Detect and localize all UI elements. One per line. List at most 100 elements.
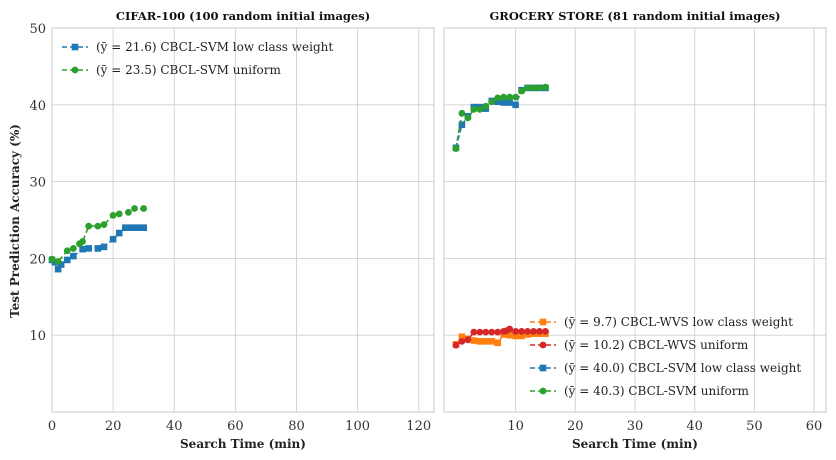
- data-point: [94, 222, 102, 230]
- plot-frame: [443, 27, 827, 413]
- data-point: [536, 84, 543, 92]
- data-point: [54, 265, 62, 273]
- data-point: [109, 211, 117, 219]
- legend-label: (ȳ = 10.2) CBCL-WVS uniform: [564, 338, 749, 352]
- x-tick-label: 80: [288, 419, 305, 434]
- data-point: [464, 336, 472, 344]
- data-point: [140, 205, 148, 212]
- data-point: [458, 333, 466, 341]
- data-point: [482, 102, 490, 110]
- panel-title: CIFAR-100 (100 random initial images): [116, 9, 370, 23]
- x-tick-label: 30: [627, 419, 644, 434]
- data-point: [512, 93, 520, 101]
- series-4: [452, 83, 549, 152]
- data-point: [79, 238, 86, 245]
- data-point: [488, 338, 496, 345]
- data-point: [100, 243, 108, 251]
- y-tick-label: 30: [29, 176, 46, 191]
- legend-label: (ȳ = 9.7) CBCL-WVS low class weight: [564, 315, 793, 329]
- legend-marker: [539, 364, 547, 372]
- y-tick-label: 10: [29, 329, 46, 344]
- x-tick-label: 10: [507, 419, 524, 434]
- data-point: [470, 337, 478, 344]
- data-point: [488, 98, 496, 106]
- data-point: [63, 247, 71, 255]
- legend-label: (ȳ = 23.5) CBCL-SVM uniform: [96, 63, 281, 77]
- y-axis-label: Test Prediction Accuracy (%): [8, 124, 22, 318]
- data-point: [48, 255, 56, 263]
- x-tick-label: 60: [227, 419, 244, 434]
- data-point: [542, 327, 549, 335]
- data-point: [476, 338, 484, 345]
- data-point: [57, 261, 65, 268]
- data-point: [128, 224, 135, 231]
- data-point: [500, 93, 508, 101]
- panel-grocery-store: GROCERY STORE (81 random initial images)…: [443, 9, 827, 451]
- x-axis-label: Search Time (min): [180, 437, 306, 451]
- legend-label: (ȳ = 21.6) CBCL-SVM low class weight: [96, 40, 333, 54]
- data-point: [452, 145, 460, 152]
- data-point: [94, 245, 102, 252]
- data-point: [494, 339, 502, 347]
- x-tick-label: 0: [48, 419, 56, 434]
- data-point: [131, 205, 138, 212]
- data-point: [124, 208, 132, 216]
- y-tick-label: 50: [29, 22, 46, 37]
- data-point: [518, 332, 525, 340]
- data-point: [512, 101, 519, 109]
- data-point: [54, 258, 62, 265]
- data-point: [524, 84, 531, 92]
- data-point: [69, 245, 77, 252]
- legend: (ȳ = 21.6) CBCL-SVM low class weight (ȳ =…: [62, 40, 333, 77]
- x-tick-label: 60: [806, 419, 823, 434]
- data-point: [512, 327, 520, 335]
- data-point: [512, 332, 519, 340]
- y-tick-label: 20: [29, 252, 46, 267]
- data-point: [115, 210, 123, 218]
- data-point: [506, 331, 513, 339]
- legend-marker: [539, 318, 547, 326]
- data-point: [85, 222, 93, 230]
- data-point: [518, 87, 525, 95]
- data-point: [122, 224, 129, 231]
- data-point: [494, 94, 502, 102]
- data-point: [482, 328, 490, 336]
- legend-marker: [71, 66, 79, 74]
- data-point: [464, 114, 472, 122]
- data-point: [506, 325, 514, 333]
- plot-frame: [51, 27, 435, 413]
- data-point: [140, 224, 147, 231]
- data-point: [109, 235, 117, 243]
- data-point: [458, 337, 466, 345]
- data-point: [85, 245, 92, 252]
- legend-label: (ȳ = 40.3) CBCL-SVM uniform: [564, 384, 749, 398]
- series-2: [452, 325, 549, 349]
- legend: (ȳ = 9.7) CBCL-WVS low class weight (ȳ = …: [530, 315, 801, 398]
- data-point: [536, 327, 543, 335]
- data-point: [542, 83, 549, 91]
- data-point: [494, 328, 502, 336]
- data-point: [482, 338, 490, 345]
- x-tick-label: 50: [746, 419, 763, 434]
- data-point: [476, 106, 484, 113]
- data-point: [494, 98, 502, 106]
- data-point: [470, 106, 478, 113]
- x-tick-label: 100: [345, 419, 370, 434]
- series-2: [48, 205, 148, 265]
- data-point: [70, 252, 77, 260]
- x-tick-label: 20: [567, 419, 584, 434]
- data-point: [524, 327, 531, 335]
- data-point: [476, 328, 484, 336]
- data-point: [488, 328, 496, 336]
- data-point: [115, 229, 123, 237]
- data-point: [100, 221, 108, 229]
- data-point: [506, 99, 513, 106]
- data-point: [458, 121, 466, 129]
- panel-cifar100: CIFAR-100 (100 random initial images) 0 20…: [29, 9, 435, 451]
- y-tick-label: 40: [29, 99, 46, 114]
- data-point: [506, 93, 514, 101]
- legend-marker: [539, 387, 547, 395]
- data-point: [530, 84, 537, 92]
- data-point: [530, 327, 537, 335]
